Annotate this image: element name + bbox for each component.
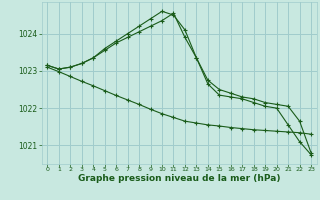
X-axis label: Graphe pression niveau de la mer (hPa): Graphe pression niveau de la mer (hPa) <box>78 174 280 183</box>
